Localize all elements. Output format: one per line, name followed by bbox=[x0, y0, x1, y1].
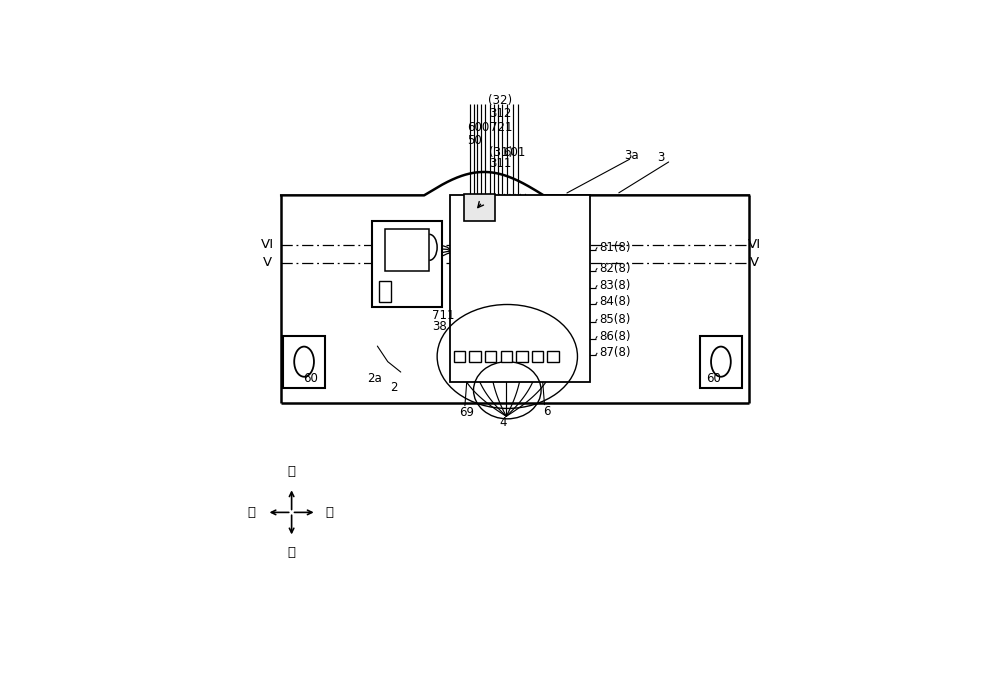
Bar bbox=[379, 281, 391, 302]
Text: 2a: 2a bbox=[367, 373, 382, 385]
Text: 后: 后 bbox=[247, 506, 255, 519]
Text: 83(8): 83(8) bbox=[599, 279, 630, 292]
Text: 38: 38 bbox=[432, 320, 447, 333]
Text: 左: 左 bbox=[288, 547, 296, 560]
Text: 50: 50 bbox=[467, 134, 482, 146]
Bar bbox=[464, 194, 495, 221]
Text: 711: 711 bbox=[432, 309, 454, 323]
Bar bbox=[700, 335, 742, 387]
Bar bbox=[532, 351, 543, 362]
Text: Ⅵ: Ⅵ bbox=[261, 238, 273, 251]
Text: 86(8): 86(8) bbox=[599, 329, 630, 343]
Text: Ⅵ: Ⅵ bbox=[748, 238, 760, 251]
Bar bbox=[450, 195, 590, 383]
Text: 311: 311 bbox=[489, 157, 511, 169]
Text: 69: 69 bbox=[459, 406, 474, 418]
Text: 85(8): 85(8) bbox=[599, 313, 630, 325]
Bar bbox=[469, 351, 481, 362]
Text: (31): (31) bbox=[489, 146, 513, 159]
Text: 3a: 3a bbox=[624, 148, 639, 162]
Bar bbox=[547, 351, 559, 362]
Text: (7)71: (7)71 bbox=[399, 290, 431, 303]
Text: 600: 600 bbox=[467, 122, 490, 134]
Text: 3: 3 bbox=[657, 151, 664, 165]
Text: 601: 601 bbox=[503, 146, 526, 159]
Text: 前: 前 bbox=[326, 506, 334, 519]
Text: Ⅴ: Ⅴ bbox=[263, 256, 272, 269]
Text: (32): (32) bbox=[488, 95, 512, 107]
Text: 2: 2 bbox=[390, 381, 398, 394]
Text: 60: 60 bbox=[304, 372, 318, 385]
Text: 4: 4 bbox=[499, 416, 507, 429]
Bar bbox=[501, 351, 512, 362]
Text: 312: 312 bbox=[489, 107, 511, 120]
Text: 6: 6 bbox=[543, 404, 550, 418]
Text: 84(8): 84(8) bbox=[599, 296, 630, 308]
Text: Ⅴ: Ⅴ bbox=[750, 256, 759, 269]
Text: 721: 721 bbox=[490, 122, 512, 134]
Text: 81(8): 81(8) bbox=[599, 241, 630, 254]
Bar bbox=[385, 229, 429, 271]
Bar bbox=[516, 351, 528, 362]
Text: 60: 60 bbox=[706, 372, 721, 385]
Text: 82(8): 82(8) bbox=[599, 262, 630, 275]
Bar bbox=[372, 221, 442, 307]
Bar bbox=[454, 351, 465, 362]
Text: 87(8): 87(8) bbox=[599, 346, 630, 359]
Text: 右: 右 bbox=[288, 465, 296, 479]
Bar bbox=[485, 351, 496, 362]
Bar bbox=[283, 335, 325, 387]
